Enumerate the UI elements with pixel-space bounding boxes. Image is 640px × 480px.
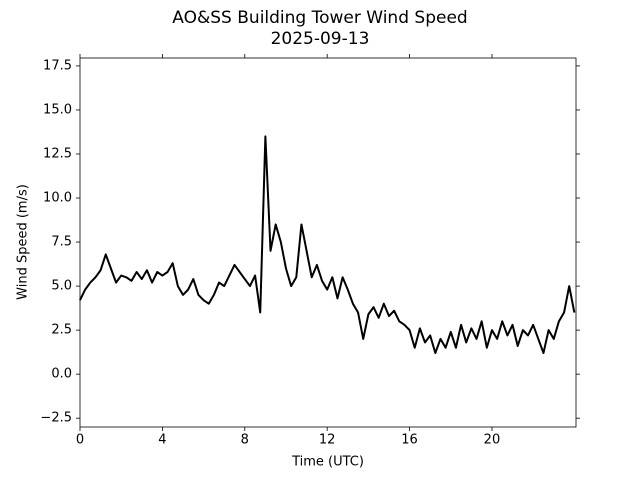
x-tick-label: 4 bbox=[158, 433, 166, 448]
x-tick-label: 0 bbox=[76, 433, 84, 448]
x-tick-label: 16 bbox=[401, 433, 418, 448]
chart-title: AO&SS Building Tower Wind Speed bbox=[172, 8, 467, 28]
data-line bbox=[79, 135, 576, 355]
y-tick-label: 7.5 bbox=[51, 235, 72, 250]
y-tick-label: 2.5 bbox=[51, 323, 72, 338]
chart-subtitle: 2025-09-13 bbox=[271, 29, 370, 49]
y-tick-label: −2.5 bbox=[40, 411, 72, 426]
x-tick-label: 20 bbox=[484, 433, 501, 448]
y-tick-label: 17.5 bbox=[43, 58, 72, 73]
y-tick-label: 5.0 bbox=[51, 279, 72, 294]
plot-frame bbox=[79, 57, 577, 428]
x-tick-label: 12 bbox=[319, 433, 336, 448]
y-tick-label: 15.0 bbox=[43, 102, 72, 117]
y-tick-label: 0.0 bbox=[51, 367, 72, 382]
x-axis-label: Time (UTC) bbox=[291, 455, 364, 470]
y-tick-label: 10.0 bbox=[43, 191, 72, 206]
y-axis-label: Wind Speed (m/s) bbox=[16, 184, 31, 300]
y-tick-label: 12.5 bbox=[43, 146, 72, 161]
x-tick-label: 8 bbox=[241, 433, 249, 448]
